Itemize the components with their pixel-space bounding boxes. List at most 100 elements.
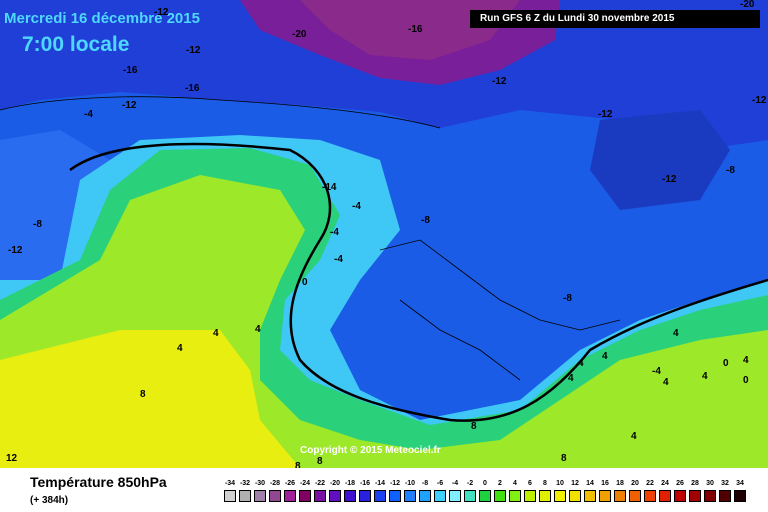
isotherm-label: 4: [743, 355, 749, 366]
legend-subtitle: (+ 384h): [30, 495, 69, 506]
isotherm-label: -8: [726, 165, 735, 176]
scale-label: 32: [721, 480, 729, 487]
temperature-map: [0, 0, 768, 468]
isotherm-label: -12: [8, 245, 23, 256]
isotherm-label: -20: [740, 0, 755, 10]
scale-swatch: [674, 490, 686, 502]
legend-panel: Température 850hPa (+ 384h) -34 -32 -30 -28…: [0, 468, 768, 512]
scale-label: -24: [299, 480, 311, 487]
scale-swatch: [404, 490, 416, 502]
scale-swatch: [329, 490, 341, 502]
scale-label: -26: [284, 480, 296, 487]
isotherm-label: -12: [492, 76, 507, 87]
isotherm-label: 8: [317, 456, 323, 467]
scale-swatch: [689, 490, 701, 502]
isotherm-label: -4: [652, 366, 661, 377]
scale-label: 30: [706, 480, 714, 487]
scale-swatch: [524, 490, 536, 502]
isotherm-label: 12: [6, 453, 18, 464]
isotherm-label: 4: [702, 371, 708, 382]
scale-label: 2: [498, 480, 502, 487]
isotherm-label: -8: [33, 219, 42, 230]
scale-label: 20: [631, 480, 639, 487]
scale-label: 24: [661, 480, 669, 487]
isotherm-label: 0: [743, 375, 749, 386]
isotherm-label: 8: [295, 461, 301, 472]
scale-swatch: [224, 490, 236, 502]
scale-swatch: [434, 490, 446, 502]
isotherm-label: -16: [185, 83, 200, 94]
scale-swatch: [344, 490, 356, 502]
isotherm-label: -4: [330, 227, 339, 238]
scale-label: -4: [451, 480, 459, 487]
cold-core-east: [590, 110, 730, 210]
isotherm-label: 8: [561, 453, 567, 464]
scale-swatch: [614, 490, 626, 502]
scale-label: -10: [404, 480, 416, 487]
isotherm-label: 4: [568, 373, 574, 384]
scale-label: 16: [601, 480, 609, 487]
isotherm-label: -8: [563, 293, 572, 304]
isotherm-label: -4: [352, 201, 361, 212]
scale-swatch: [419, 490, 431, 502]
scale-swatch: [569, 490, 581, 502]
isotherm-label: 4: [213, 328, 219, 339]
scale-swatch: [719, 490, 731, 502]
scale-label: 18: [616, 480, 624, 487]
isotherm-label: 4: [673, 328, 679, 339]
scale-swatch: [359, 490, 371, 502]
scale-swatch: [449, 490, 461, 502]
color-scale: -34 -32 -30 -28 -26 -24 -22 -20 -18 -16 -14 -12 -10-…: [224, 480, 752, 508]
scale-swatch: [509, 490, 521, 502]
isotherm-label: 4: [255, 324, 261, 335]
isotherm-label: -12: [154, 7, 169, 18]
zero-isotherm: [69, 142, 768, 422]
country-borders: [379, 239, 621, 381]
scale-label: -30: [254, 480, 266, 487]
isotherm-label: -14: [322, 182, 337, 193]
warmest-zone: [0, 330, 300, 468]
isotherm-label: -12: [662, 174, 677, 185]
isotherm-label: -20: [292, 29, 307, 40]
scale-swatch: [539, 490, 551, 502]
isotherm-label: -12: [752, 95, 767, 106]
copyright: Copyright © 2015 Meteociel.fr: [300, 445, 441, 456]
run-info: Run GFS 6 Z du Lundi 30 novembre 2015: [470, 10, 760, 28]
isotherm-label: -8: [421, 215, 430, 226]
scale-label: -12: [389, 480, 401, 487]
scale-swatch: [644, 490, 656, 502]
isotherm-label: -4: [334, 254, 343, 265]
scale-label: -34: [224, 480, 236, 487]
scale-label: 8: [543, 480, 547, 487]
scale-swatch: [299, 490, 311, 502]
isotherm-label: -12: [186, 45, 201, 56]
scale-label: -22: [314, 480, 326, 487]
isotherm-label: -12: [598, 109, 613, 120]
scale-swatch: [374, 490, 386, 502]
scale-label: 28: [691, 480, 699, 487]
scale-label: 14: [586, 480, 594, 487]
isotherm-label: 4: [602, 351, 608, 362]
isotherm-label: -16: [123, 65, 138, 76]
isotherm-label: 4: [631, 431, 637, 442]
scale-swatch: [629, 490, 641, 502]
scale-label: -16: [359, 480, 371, 487]
scale-swatch: [599, 490, 611, 502]
scale-label: 4: [513, 480, 517, 487]
scale-swatch: [494, 490, 506, 502]
legend-title: Température 850hPa: [30, 474, 167, 490]
scale-label: -14: [374, 480, 386, 487]
scale-label: -8: [421, 480, 429, 487]
isotherm-label: 4: [578, 358, 584, 369]
coastline: [0, 96, 441, 129]
scale-label: 6: [528, 480, 532, 487]
forecast-date: Mercredi 16 décembre 2015: [4, 10, 200, 27]
isotherm-label: 0: [302, 277, 308, 288]
scale-label: -6: [436, 480, 444, 487]
scale-swatch: [659, 490, 671, 502]
scale-label: -20: [329, 480, 341, 487]
scale-swatch: [479, 490, 491, 502]
scale-swatch: [734, 490, 746, 502]
scale-swatch: [389, 490, 401, 502]
